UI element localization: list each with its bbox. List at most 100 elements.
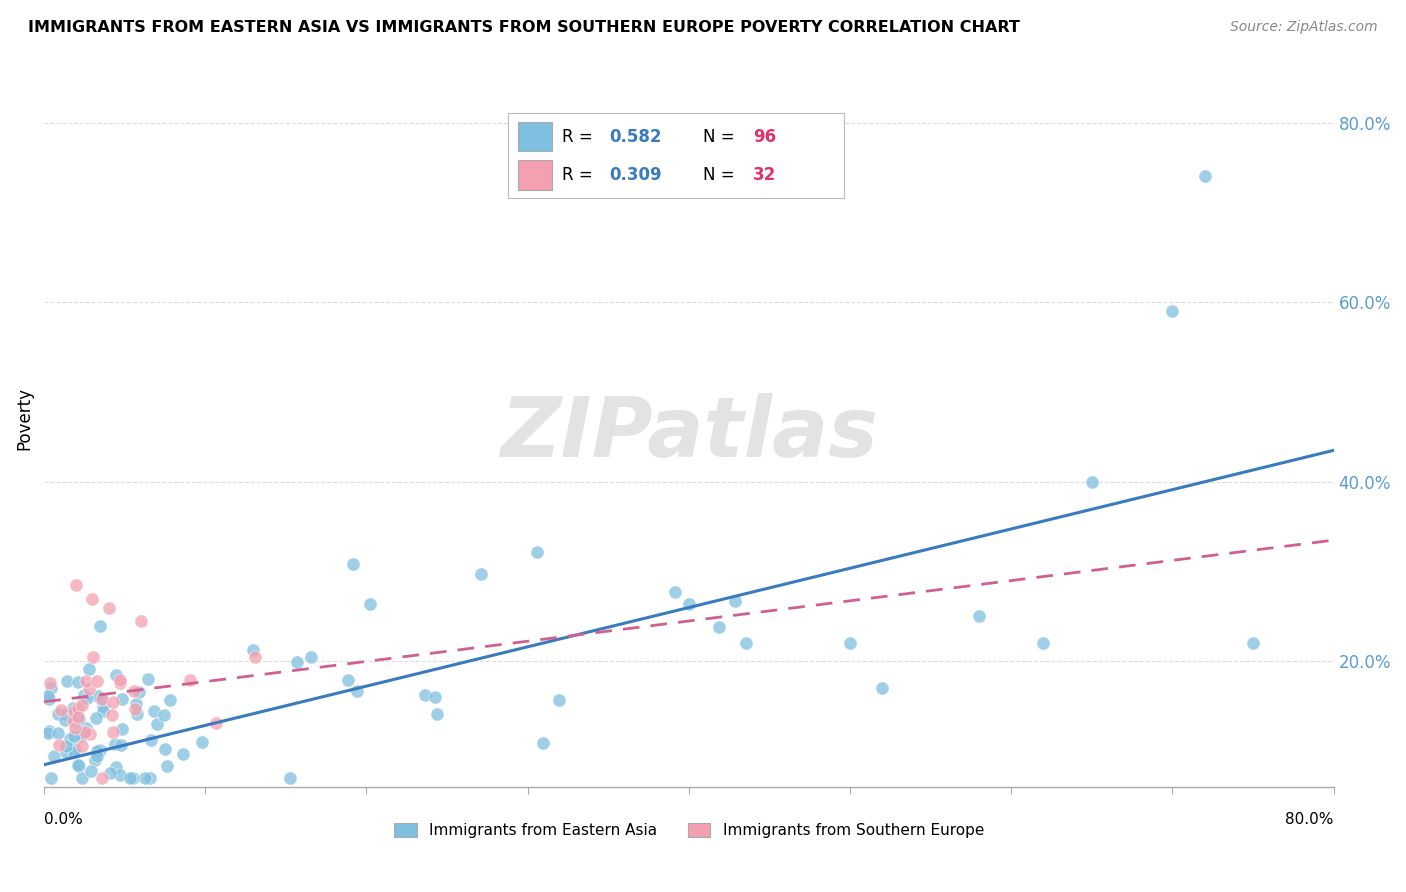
Point <box>44 748 66 763</box>
Point <box>128 685 150 699</box>
Text: IMMIGRANTS FROM EASTERN ASIA VS IMMIGRANTS FROM SOUTHERN EUROPE POVERTY CORRELAT: IMMIGRANTS FROM EASTERN ASIA VS IMMIGRAN… <box>28 20 1019 35</box>
Point <box>63 721 86 735</box>
Point <box>90 692 112 706</box>
Point <box>1161 304 1184 318</box>
Point <box>37 689 59 703</box>
Point <box>359 597 381 611</box>
Point <box>110 673 132 688</box>
Point <box>80 764 103 778</box>
Point <box>108 675 131 690</box>
Point <box>63 704 86 718</box>
Point <box>342 557 364 571</box>
Point <box>55 745 77 759</box>
Point <box>67 675 90 690</box>
Point <box>179 673 201 688</box>
Point <box>51 703 73 717</box>
Point <box>72 726 94 740</box>
Point <box>152 708 174 723</box>
Point <box>86 749 108 764</box>
Point <box>103 696 125 710</box>
Point <box>287 655 309 669</box>
Point <box>124 702 146 716</box>
Point <box>67 712 90 726</box>
Point <box>66 710 89 724</box>
Point <box>125 707 148 722</box>
Point <box>63 742 86 756</box>
Point <box>86 674 108 689</box>
Point <box>77 662 100 676</box>
Point <box>37 726 59 740</box>
Point <box>101 725 124 739</box>
Point <box>205 716 228 731</box>
Point <box>53 713 76 727</box>
Point <box>82 650 104 665</box>
Point <box>86 711 108 725</box>
Point <box>108 768 131 782</box>
Text: 0.0%: 0.0% <box>44 812 83 827</box>
Point <box>104 668 127 682</box>
Point <box>136 672 159 686</box>
Point <box>156 759 179 773</box>
Point <box>55 674 77 689</box>
Point <box>111 692 134 706</box>
Point <box>70 771 93 785</box>
Point <box>91 771 114 785</box>
Point <box>707 620 730 634</box>
Point <box>526 545 548 559</box>
Point <box>79 682 101 697</box>
Point <box>75 721 97 735</box>
Point <box>146 716 169 731</box>
Point <box>280 771 302 785</box>
Point <box>89 743 111 757</box>
Point <box>734 635 756 649</box>
Y-axis label: Poverty: Poverty <box>15 387 32 450</box>
Point <box>104 737 127 751</box>
Point <box>470 566 492 581</box>
Point <box>664 584 686 599</box>
Point <box>110 738 132 752</box>
Point <box>63 729 86 743</box>
Point <box>122 684 145 698</box>
Point <box>1194 169 1216 184</box>
Point <box>159 693 181 707</box>
Point <box>93 704 115 718</box>
Point <box>72 698 94 712</box>
Point <box>55 739 77 754</box>
Point <box>155 742 177 756</box>
Point <box>531 736 554 750</box>
Point <box>967 609 990 624</box>
Point <box>62 713 84 727</box>
Point <box>138 771 160 785</box>
Point <box>86 744 108 758</box>
Point <box>678 597 700 611</box>
Point <box>79 727 101 741</box>
Point <box>89 619 111 633</box>
Point <box>172 747 194 762</box>
Point <box>38 723 60 738</box>
Point <box>91 698 114 713</box>
Point <box>55 707 77 722</box>
Point <box>242 642 264 657</box>
Point <box>70 739 93 754</box>
Point <box>1241 636 1264 650</box>
Point <box>39 771 62 785</box>
Point <box>101 708 124 723</box>
Point <box>38 675 60 690</box>
Point <box>97 600 120 615</box>
Point <box>1032 636 1054 650</box>
Point <box>73 725 96 739</box>
Point <box>104 760 127 774</box>
Point <box>66 701 89 715</box>
Text: 80.0%: 80.0% <box>1285 812 1334 827</box>
Point <box>48 738 70 752</box>
Legend: Immigrants from Eastern Asia, Immigrants from Southern Europe: Immigrants from Eastern Asia, Immigrants… <box>387 815 991 846</box>
Point <box>46 707 69 722</box>
Point <box>299 650 322 665</box>
Point <box>67 759 90 773</box>
Point <box>90 692 112 706</box>
Point <box>839 636 862 650</box>
Point <box>426 707 449 722</box>
Point <box>76 690 98 705</box>
Point <box>98 765 121 780</box>
Point <box>65 578 87 592</box>
